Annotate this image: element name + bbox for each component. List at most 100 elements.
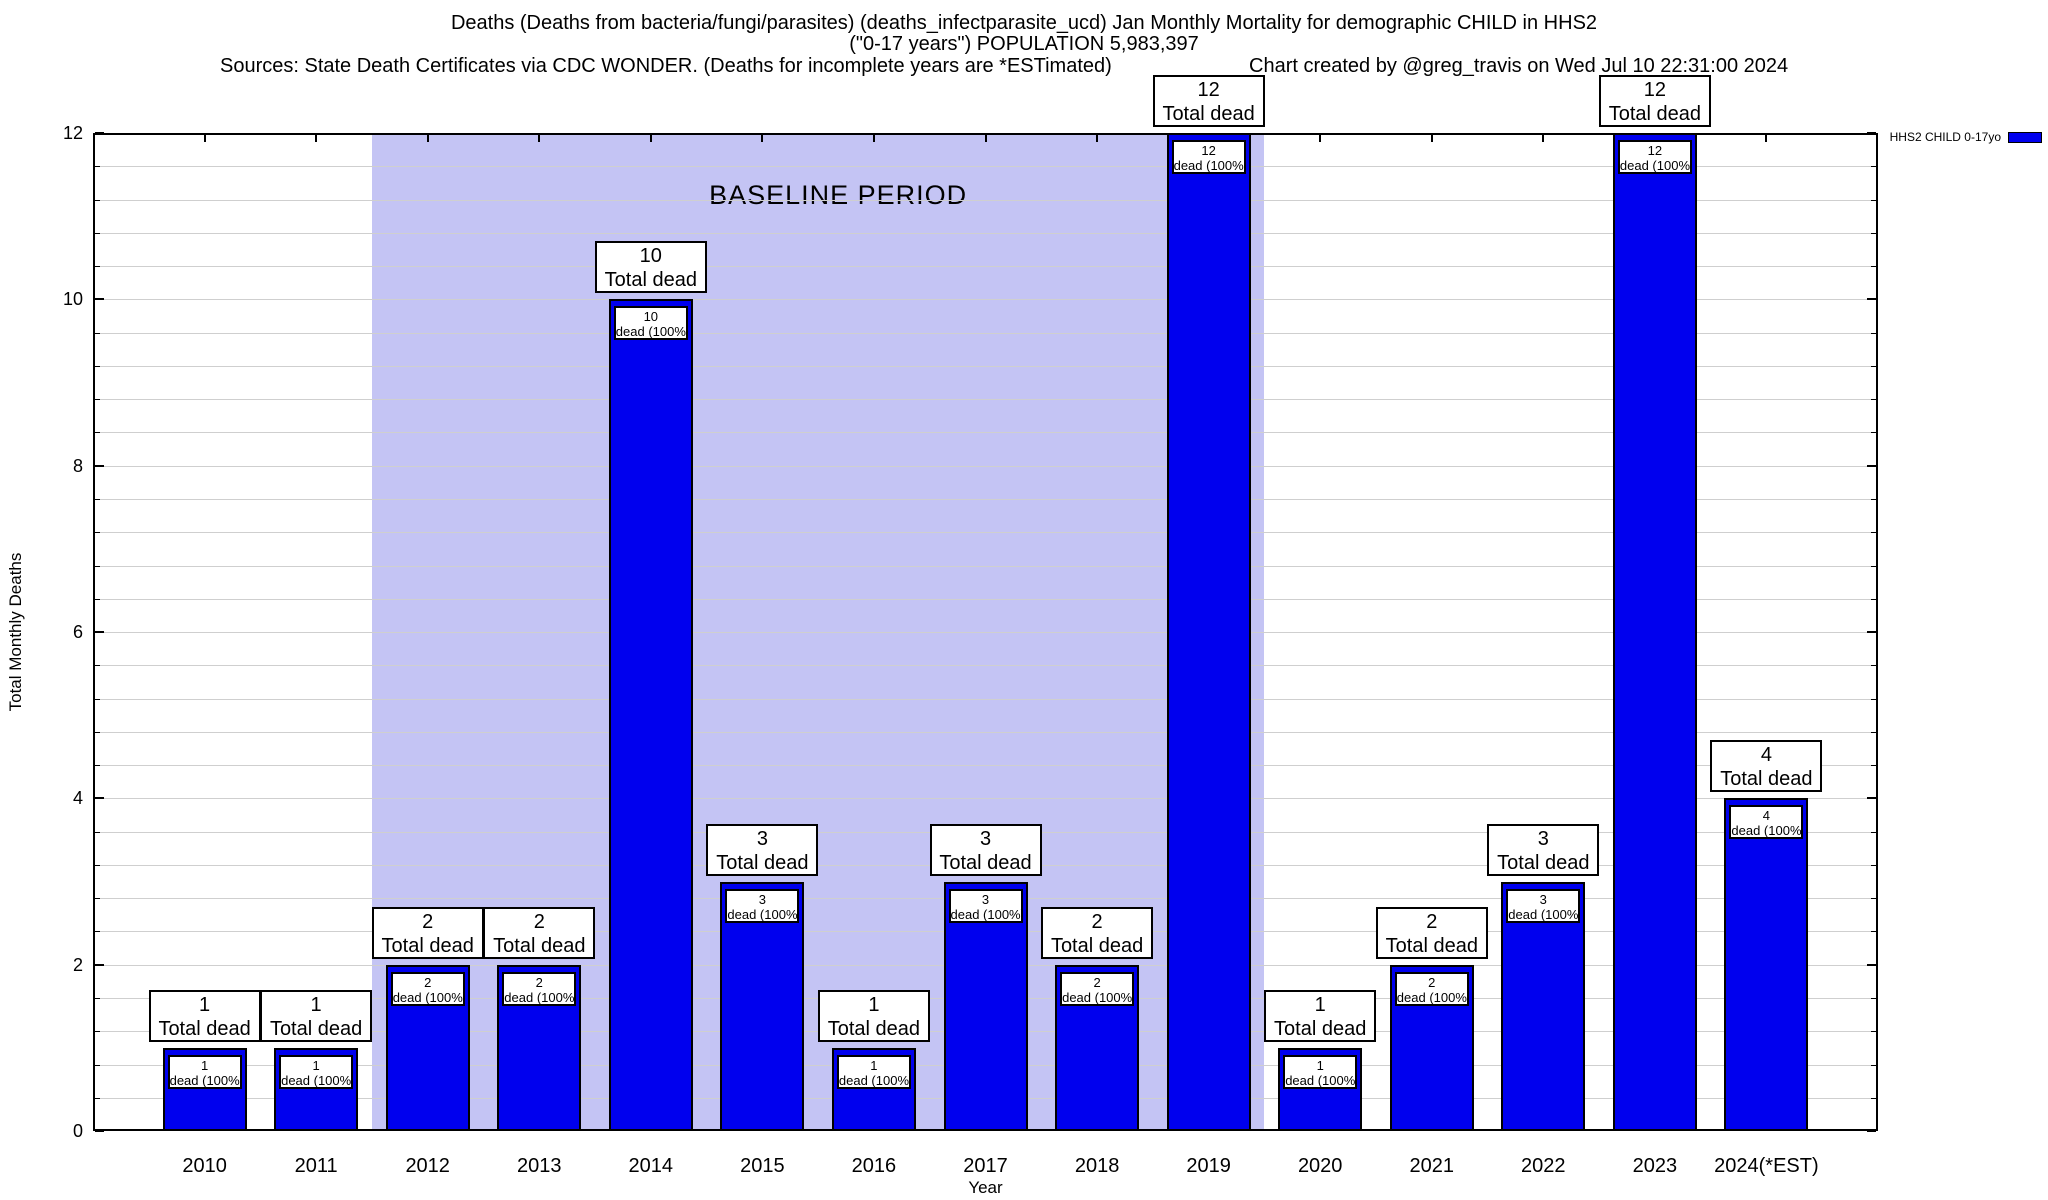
gridline <box>93 798 1878 800</box>
bar-total-label-2013: 2 Total dead <box>483 906 596 959</box>
bar-inner-label-2010: 1 dead (100%) <box>167 1054 242 1089</box>
y-tick-right <box>1867 1130 1876 1132</box>
bar-inner-count: 2 <box>535 974 543 990</box>
x-tick-label-2017: 2017 <box>963 1155 1008 1177</box>
y-minor-tick-left <box>95 665 100 667</box>
gridline <box>93 731 1878 733</box>
x-tick-label-2011: 2011 <box>294 1155 338 1177</box>
bar-inner-text: dead (100%) <box>838 1072 911 1088</box>
y-minor-tick-left <box>95 332 100 334</box>
gridline <box>93 632 1878 633</box>
y-minor-tick-left <box>95 931 100 933</box>
bar-total-text: Total dead <box>381 934 474 957</box>
y-minor-tick-left <box>95 199 100 201</box>
bar-total-label-2019: 12 Total dead <box>1152 75 1265 127</box>
bar-inner-count: 12 <box>1647 143 1663 158</box>
y-minor-tick-right <box>1871 166 1876 168</box>
bar-inner-count: 1 <box>200 1057 209 1073</box>
bar-inner-text: dead (100%) <box>615 324 688 340</box>
credit-note: Chart created by @greg_travis on Wed Jul… <box>1249 55 1789 77</box>
y-minor-tick-right <box>1871 399 1876 401</box>
y-tick-left <box>95 464 104 467</box>
chart-title-line-1: Deaths (Deaths from bacteria/fungi/paras… <box>450 12 1598 34</box>
y-minor-tick-right <box>1871 831 1876 833</box>
bar-inner-text: dead (100%) <box>1731 823 1804 839</box>
y-minor-tick-left <box>95 765 100 767</box>
y-minor-tick-right <box>1871 232 1876 234</box>
y-tick-left <box>95 1130 104 1132</box>
y-minor-tick-left <box>95 598 100 600</box>
gridline <box>93 332 1878 334</box>
bar-total-text: Total dead <box>716 851 809 874</box>
bar-inner-text: dead (100%) <box>169 1072 242 1088</box>
legend: HHS2 CHILD 0-17yo <box>1890 130 2042 144</box>
y-minor-tick-left <box>95 997 100 999</box>
y-minor-tick-left <box>95 266 100 268</box>
bar-2019 <box>1166 133 1251 1131</box>
bar-inner-label-2019: 12 dead (100%) <box>1171 140 1246 174</box>
bar-total-count: 3 <box>979 827 992 850</box>
bar-inner-text: dead (100%) <box>1173 158 1246 173</box>
bar-total-text: Total dead <box>1385 934 1478 957</box>
y-minor-tick-left <box>95 698 100 700</box>
bar-2024(*EST) <box>1724 798 1809 1131</box>
x-tick-top <box>538 135 541 142</box>
bar-inner-text: dead (100%) <box>392 989 465 1005</box>
bar-total-count: 12 <box>1643 79 1667 101</box>
y-minor-tick-right <box>1871 365 1876 367</box>
bar-inner-label-2024(*EST): 4 dead (100%) <box>1729 805 1804 840</box>
y-minor-tick-right <box>1871 332 1876 334</box>
x-tick-top <box>1096 135 1099 142</box>
y-minor-tick-left <box>95 864 100 866</box>
legend-label: HHS2 CHILD 0-17yo <box>1889 130 2001 144</box>
y-minor-tick-right <box>1871 765 1876 767</box>
bar-total-count: 1 <box>310 993 322 1016</box>
bar-total-label-2017: 3 Total dead <box>929 823 1042 876</box>
bar-total-text: Total dead <box>1720 768 1813 791</box>
bar-total-text: Total dead <box>269 1017 363 1040</box>
bar-inner-text: dead (100%) <box>1062 989 1135 1005</box>
bar-2022 <box>1501 881 1586 1131</box>
y-minor-tick-left <box>95 432 100 434</box>
y-minor-tick-left <box>95 1097 100 1099</box>
baseline-band-label: BASELINE PERIOD <box>709 180 968 210</box>
bar-total-count: 2 <box>533 910 545 933</box>
y-minor-tick-right <box>1871 532 1876 534</box>
bar-total-label-2018: 2 Total dead <box>1041 906 1154 959</box>
y-minor-tick-right <box>1871 565 1876 567</box>
x-tick-label-2013: 2013 <box>517 1155 562 1177</box>
x-tick-label-2015: 2015 <box>740 1155 785 1177</box>
y-tick-label: 6 <box>72 622 83 642</box>
gridline <box>93 765 1878 767</box>
bar-total-text: Total dead <box>1162 103 1255 125</box>
x-tick-top <box>984 135 987 142</box>
bar-inner-count: 3 <box>758 891 766 907</box>
gridline <box>93 365 1878 367</box>
bar-total-label-2021: 2 Total dead <box>1375 906 1488 959</box>
bar-inner-label-2020: 1 dead (100%) <box>1283 1054 1358 1089</box>
x-tick-label-2018: 2018 <box>1074 1155 1120 1177</box>
y-tick-left <box>95 631 104 633</box>
bar-total-count: 10 <box>639 245 662 268</box>
x-tick-top <box>761 135 764 142</box>
bar-total-label-2024(*EST): 4 Total dead <box>1710 740 1823 793</box>
x-tick-top <box>1430 135 1433 142</box>
y-minor-tick-right <box>1871 1031 1876 1033</box>
y-minor-tick-left <box>95 232 100 234</box>
x-axis-title: Year <box>968 1178 1003 1197</box>
bar-inner-text: dead (100%) <box>727 906 800 922</box>
y-minor-tick-right <box>1871 1097 1876 1099</box>
y-minor-tick-left <box>95 898 100 900</box>
bar-total-label-2010: 1 Total dead <box>148 989 261 1042</box>
bar-inner-label-2012: 2 dead (100%) <box>390 971 465 1006</box>
bar-inner-label-2013: 2 dead (100%) <box>502 971 577 1006</box>
sources-note: Sources: State Death Certificates via CD… <box>220 55 1112 77</box>
gridline <box>93 432 1878 434</box>
y-tick-label: 0 <box>72 1121 83 1141</box>
y-minor-tick-left <box>95 1031 100 1033</box>
bar-total-count: 1 <box>199 993 211 1016</box>
y-minor-tick-left <box>95 1064 100 1066</box>
y-minor-tick-left <box>95 731 100 733</box>
bar-inner-label-2018: 2 dead (100%) <box>1060 971 1135 1006</box>
